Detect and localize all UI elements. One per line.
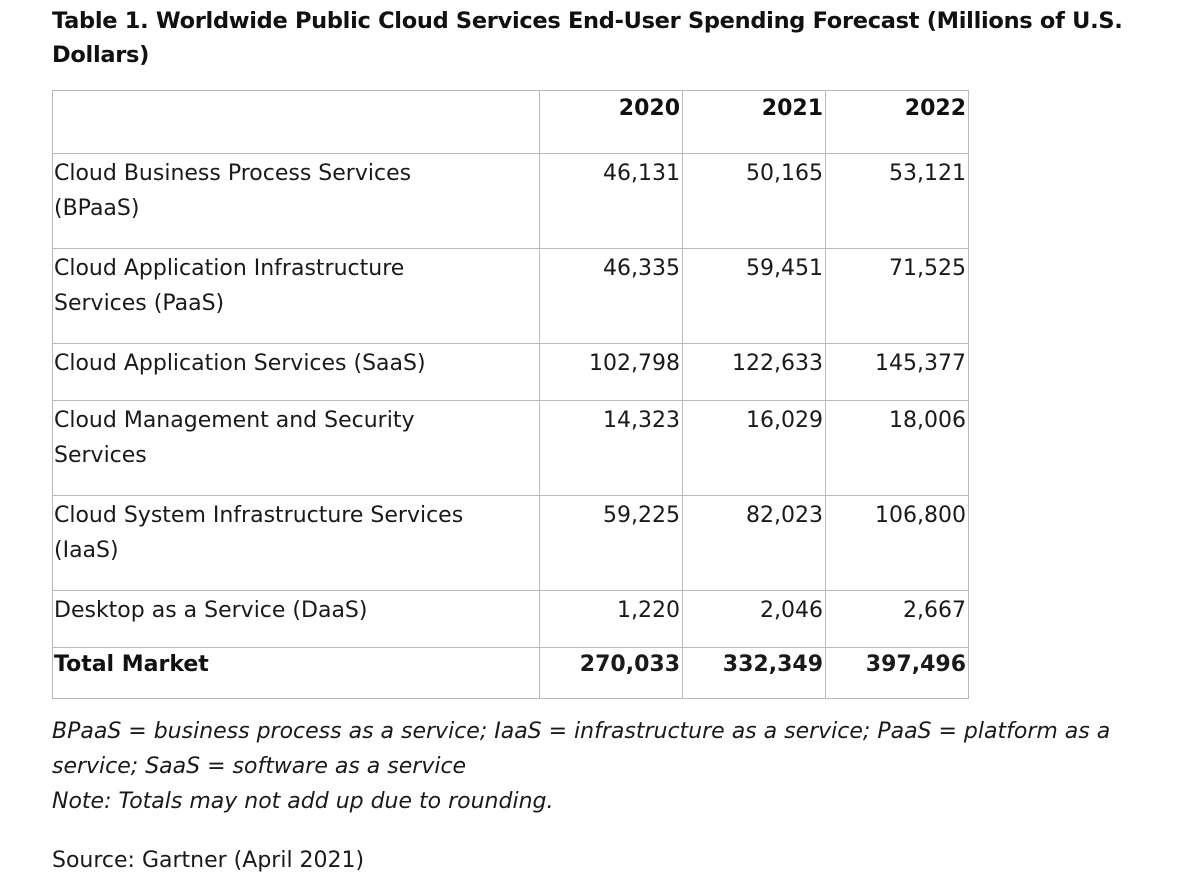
cell-2021: 16,029 [682,400,826,496]
cell-2021: 82,023 [682,495,826,591]
cell-2022: 71,525 [825,248,969,344]
row-label: Cloud Application Services (SaaS) [52,343,540,401]
total-row: Total Market 270,033 332,349 397,496 [52,647,969,699]
row-label: Cloud Business Process Services (BPaaS) [52,153,540,249]
header-cell-2022: 2022 [825,90,969,154]
header-cell-blank [52,90,540,154]
rounding-note: Note: Totals may not add up due to round… [52,789,554,814]
total-label: Total Market [52,647,540,699]
cell-2022: 18,006 [825,400,969,496]
row-label: Desktop as a Service (DaaS) [52,590,540,648]
cell-2021: 59,451 [682,248,826,344]
row-label: Cloud Application Infrastructure Service… [52,248,540,344]
row-label: Cloud Management and Security Services [52,400,540,496]
cell-2022: 106,800 [825,495,969,591]
table-row: Cloud Business Process Services (BPaaS) … [52,153,969,249]
table-header-row: 2020 2021 2022 [52,90,969,154]
total-2022: 397,496 [825,647,969,699]
total-2021: 332,349 [682,647,826,699]
cell-2020: 1,220 [539,590,683,648]
table-row: Cloud Application Infrastructure Service… [52,248,969,344]
abbreviations-footnote: BPaaS = business process as a service; I… [52,719,1111,779]
spending-forecast-table: 2020 2021 2022 Cloud Business Process Se… [52,90,969,699]
cell-2020: 14,323 [539,400,683,496]
header-cell-2020: 2020 [539,90,683,154]
source-line: Source: Gartner (April 2021) [52,848,365,873]
table-row: Desktop as a Service (DaaS) 1,220 2,046 … [52,590,969,648]
cell-2020: 46,131 [539,153,683,249]
cell-2022: 2,667 [825,590,969,648]
cell-2020: 102,798 [539,343,683,401]
table-row: Cloud Application Services (SaaS) 102,79… [52,343,969,401]
row-label: Cloud System Infrastructure Services (Ia… [52,495,540,591]
table-row: Cloud Management and Security Services 1… [52,400,969,496]
table-title: Table 1. Worldwide Public Cloud Services… [52,8,1123,68]
cell-2021: 122,633 [682,343,826,401]
cell-2021: 2,046 [682,590,826,648]
cell-2020: 59,225 [539,495,683,591]
cell-2022: 145,377 [825,343,969,401]
cell-2020: 46,335 [539,248,683,344]
total-2020: 270,033 [539,647,683,699]
header-cell-2021: 2021 [682,90,826,154]
table-row: Cloud System Infrastructure Services (Ia… [52,495,969,591]
cell-2021: 50,165 [682,153,826,249]
cell-2022: 53,121 [825,153,969,249]
